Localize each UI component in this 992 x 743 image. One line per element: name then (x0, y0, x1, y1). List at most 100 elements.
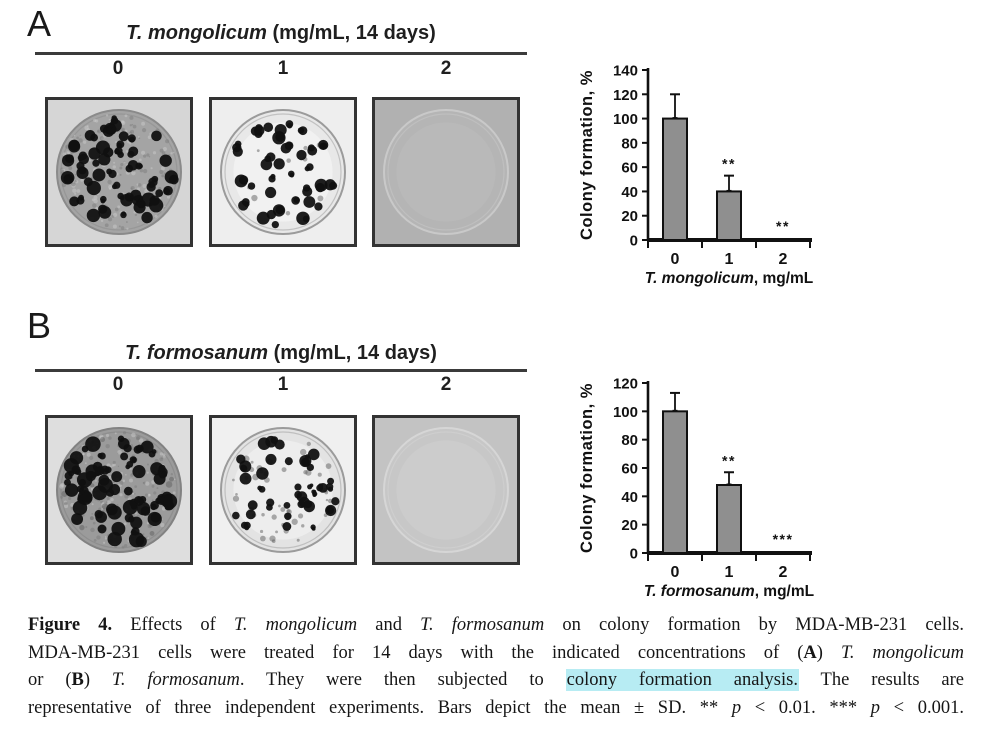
dish-texture-speckle (129, 115, 134, 120)
dish-texture-speckle (132, 124, 137, 129)
colony (155, 189, 164, 198)
colony (107, 505, 122, 520)
dish-texture-speckle (159, 169, 164, 175)
dish-texture-speckle (90, 527, 95, 533)
dish-texture-speckle (80, 178, 84, 182)
dish-texture-speckle (146, 471, 149, 474)
colony (265, 186, 277, 199)
y-tick-label: 20 (621, 208, 638, 225)
dish-texture-speckle (136, 435, 141, 440)
colony (266, 498, 275, 507)
dish-texture-speckle (131, 492, 135, 495)
significance-label: *** (773, 531, 794, 547)
dish-texture-speckle (172, 151, 175, 154)
y-tick-label: 80 (621, 432, 638, 449)
dish-texture-speckle (108, 187, 112, 190)
colony (151, 175, 159, 183)
colony (236, 454, 246, 464)
colony (273, 158, 285, 170)
colony (304, 165, 311, 172)
dish-texture-speckle (95, 119, 99, 123)
dish-texture-speckle (61, 183, 66, 188)
dish-texture-speckle (100, 219, 104, 223)
caption-text-segment: or ( (28, 670, 72, 690)
caption-text-segment: ) (816, 642, 841, 663)
caption-text-segment: < 0.001. (880, 697, 964, 718)
faint-colony (275, 530, 278, 534)
dish-texture-speckle (131, 123, 134, 126)
caption-text-segment: on colony formation by MDA-MB-231 cells. (544, 615, 964, 635)
dish-texture-speckle (113, 463, 116, 467)
dish-texture-speckle (125, 473, 127, 476)
faint-colony (286, 158, 291, 163)
dish-texture-speckle (146, 463, 149, 466)
colony (117, 435, 125, 442)
faint-colony (165, 481, 173, 488)
dish-texture-speckle (142, 533, 145, 536)
colony (64, 483, 79, 497)
caption-text-segment: T. formosanum (420, 615, 545, 635)
panel-b-species-name: T. formosanum (125, 342, 269, 364)
caption-text-segment: ) (83, 670, 112, 690)
dish-texture-speckle (112, 165, 116, 169)
dish-texture-speckle (124, 114, 128, 118)
dish-texture-speckle (112, 212, 118, 217)
dish-texture-speckle (97, 130, 100, 133)
dish-texture-speckle (172, 491, 176, 495)
faint-colony (79, 524, 85, 531)
dish-texture-speckle (105, 501, 108, 504)
dish-texture-speckle (92, 521, 96, 525)
significance-label: ** (722, 452, 736, 468)
dish-inner-rim (387, 113, 505, 231)
colony (265, 453, 277, 465)
dish-texture-speckle (125, 221, 128, 223)
colony (301, 457, 310, 467)
y-tick-label: 0 (630, 546, 638, 563)
colony (76, 166, 89, 180)
colony (111, 115, 117, 121)
dish-texture-speckle (138, 438, 144, 443)
x-axis-title: T. formosanum, mg/mL (644, 583, 814, 600)
colony (149, 195, 160, 206)
dish-texture-speckle (82, 453, 85, 456)
dish-texture-speckle (161, 457, 163, 460)
dish-texture-speckle (154, 458, 159, 464)
caption-text-segment: B (71, 670, 84, 690)
panel-b-concentration-label-2: 2 (440, 374, 452, 395)
dish-texture-speckle (71, 183, 76, 188)
dish-texture-speckle (114, 432, 117, 435)
dish-texture-speckle (145, 481, 150, 486)
panel-a-concentration-label-2: 2 (440, 58, 452, 79)
panel-b-concentration-label-0: 0 (112, 374, 124, 395)
colony (314, 202, 323, 211)
dish-texture-speckle (123, 160, 126, 163)
colony (83, 177, 93, 187)
dish-texture-speckle (144, 493, 149, 497)
faint-colony (256, 149, 260, 153)
dish-texture-speckle (104, 536, 107, 538)
dish-texture-speckle (123, 522, 127, 526)
panel-a-header-underline (35, 52, 527, 55)
colony (94, 510, 103, 519)
faint-colony (301, 524, 305, 528)
dish-texture-speckle (119, 166, 123, 170)
dish-inner-rim (224, 431, 342, 549)
colony (135, 194, 144, 203)
petri-dish-a-2mgml (372, 97, 520, 247)
dish-texture-speckle (122, 431, 127, 435)
colony (122, 499, 138, 515)
dish-texture-speckle (154, 214, 158, 218)
bar-0 (662, 410, 688, 555)
colony (107, 531, 122, 547)
dish-texture-speckle (121, 129, 124, 132)
colony (65, 154, 74, 164)
colony (150, 462, 164, 476)
y-tick-label: 60 (621, 461, 638, 478)
faint-colony (89, 516, 94, 521)
faint-colony (328, 498, 333, 504)
faint-colony (317, 195, 324, 202)
colony (315, 182, 325, 193)
colony (232, 146, 243, 157)
caption-text-segment: Effects of (112, 615, 234, 635)
dish-inner-rim (224, 113, 342, 231)
